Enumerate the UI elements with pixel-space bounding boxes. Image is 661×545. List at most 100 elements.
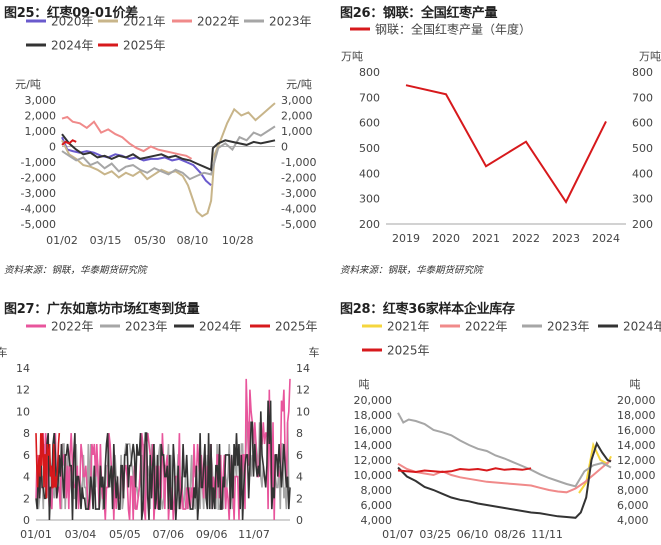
- y-tick-label-right: 4: [296, 471, 303, 484]
- y-tick-label-left: 2,000: [25, 110, 57, 123]
- legend-label: 2025年: [123, 39, 166, 53]
- x-tick-label: 01/07: [382, 528, 414, 541]
- x-tick-label: 2020: [432, 232, 460, 245]
- legend-label: 2022年: [465, 320, 508, 334]
- chart-title: 图26：钢联：全国红枣产量: [340, 6, 498, 21]
- y-axis-unit-left: 车: [0, 345, 8, 359]
- y-tick-label-left: 16,000: [354, 424, 393, 437]
- legend-label: 2022年: [51, 320, 94, 334]
- y-axis-unit-left: 吨: [359, 378, 370, 391]
- y-tick-label-left: 200: [359, 218, 380, 231]
- y-tick-label-left: -1,000: [21, 156, 56, 169]
- legend-label: 2022年: [197, 15, 240, 29]
- legend-label: 2023年: [547, 320, 590, 334]
- y-tick-label-right: 200: [632, 218, 653, 231]
- series-line: [397, 412, 612, 488]
- series-line: [61, 115, 193, 160]
- series-line: [35, 400, 291, 521]
- chart-panel-fig27: 图27：广东如意坊市场红枣到货量 2022年 2023年 2024年 2025年 14 1…: [0, 296, 330, 545]
- y-tick-label-left: 400: [359, 167, 380, 180]
- series-line: [397, 441, 612, 519]
- y-tick-label-right: 0: [296, 514, 303, 527]
- y-tick-label-right: 8: [296, 427, 303, 440]
- x-tick-label: 07/06: [152, 528, 184, 541]
- chart-title: 图28：红枣36家样本企业库存: [340, 302, 515, 317]
- y-tick-label-left: 20,000: [354, 394, 393, 407]
- x-tick-label: 03/15: [90, 234, 122, 247]
- y-tick-label-right: -3,000: [281, 187, 316, 200]
- y-tick-label-right: -2,000: [281, 172, 316, 185]
- y-tick-label-left: 10: [16, 405, 30, 418]
- x-tick-label: 2023: [552, 232, 580, 245]
- chart-panel-fig28: 图28：红枣36家样本企业库存 2021年 2022年 2023年 2024年 2025…: [336, 296, 661, 545]
- series-line: [61, 133, 276, 172]
- legend-label: 2021年: [123, 15, 166, 29]
- y-tick-label-right: 14,000: [617, 439, 656, 452]
- legend-label: 2020年: [51, 15, 94, 29]
- series-line: [61, 102, 276, 218]
- y-tick-label-right: 800: [632, 66, 653, 79]
- y-tick-label-right: 2: [296, 492, 303, 505]
- y-tick-label-left: 600: [359, 117, 380, 130]
- y-tick-label-right: 500: [632, 142, 653, 155]
- chart-title: 图25：红枣09-01价差: [4, 6, 138, 21]
- chart-fig25: 2020年 2021年 2022年 2023年 2024年 2025年 3,000 3,000…: [15, 15, 316, 248]
- y-tick-label-left: 6,000: [361, 499, 393, 512]
- x-tick-label: 10/28: [222, 234, 254, 247]
- legend-label: 2023年: [125, 320, 168, 334]
- x-tick-label: 2021: [472, 232, 500, 245]
- legend-label: 2025年: [387, 344, 430, 358]
- legend-label: 2024年: [51, 39, 94, 53]
- x-tick-label: 2022: [512, 232, 540, 245]
- y-tick-label-left: 8: [23, 427, 30, 440]
- series-line: [397, 459, 612, 494]
- y-tick-label-left: 3,000: [25, 94, 57, 107]
- x-tick-label: 03/04: [65, 528, 97, 541]
- chart-source: 资料来源：钢联，华泰期货研究院: [340, 265, 483, 276]
- chart-fig28: 2021年 2022年 2023年 2024年 2025年 20,000 20,000 18,…: [354, 320, 661, 542]
- y-tick-label-right: 1,000: [281, 125, 313, 138]
- y-tick-label-right: 0: [281, 141, 288, 154]
- legend-label: 2023年: [269, 15, 312, 29]
- y-tick-label-right: 14: [296, 362, 310, 375]
- legend-label: 2025年: [275, 320, 318, 334]
- legend-label: 2024年: [199, 320, 242, 334]
- y-tick-label-left: 14,000: [354, 439, 393, 452]
- series-line: [61, 139, 77, 146]
- y-tick-label-left: 2: [23, 492, 30, 505]
- y-tick-label-left: 4,000: [361, 514, 393, 527]
- legend-label: 钢联：全国红枣产量（年度）: [375, 22, 531, 37]
- x-tick-label: 05/05: [109, 528, 141, 541]
- y-tick-label-right: 18,000: [617, 409, 656, 422]
- y-tick-label-right: 12: [296, 384, 310, 397]
- x-tick-label: 06/10: [457, 528, 489, 541]
- x-tick-label: 03/25: [419, 528, 451, 541]
- y-tick-label-right: 700: [632, 91, 653, 104]
- y-tick-label-right: 300: [632, 193, 653, 206]
- y-tick-label-left: 8,000: [361, 484, 393, 497]
- legend-label: 2021年: [387, 320, 430, 334]
- chart-fig27: 2022年 2023年 2024年 2025年 14 14 12 12 10 10 8 8 6 6 4 4 2 2…: [0, 320, 320, 542]
- y-tick-label-left: 500: [359, 142, 380, 155]
- y-tick-label-right: 20,000: [617, 394, 656, 407]
- y-tick-label-left: -5,000: [21, 218, 56, 231]
- x-tick-label: 01/02: [46, 234, 78, 247]
- y-tick-label-left: 800: [359, 66, 380, 79]
- y-axis-unit-right: 车: [309, 345, 320, 359]
- y-tick-label-left: 0: [23, 514, 30, 527]
- y-tick-label-right: 16,000: [617, 424, 656, 437]
- y-tick-label-left: 14: [16, 362, 30, 375]
- y-tick-label-right: 4,000: [617, 514, 649, 527]
- y-tick-label-left: -4,000: [21, 203, 56, 216]
- y-tick-label-left: 0: [49, 141, 56, 154]
- y-axis-unit-left: 元/吨: [15, 78, 41, 91]
- y-tick-label-left: 12: [16, 384, 30, 397]
- y-tick-label-right: 3,000: [281, 94, 313, 107]
- y-tick-label-right: 400: [632, 167, 653, 180]
- y-tick-label-right: 8,000: [617, 484, 649, 497]
- x-tick-label: 11/07: [238, 528, 270, 541]
- y-tick-label-right: -5,000: [281, 218, 316, 231]
- series-line: [397, 467, 532, 474]
- chart-title: 图27：广东如意坊市场红枣到货量: [4, 302, 200, 317]
- y-axis-unit-left: 万吨: [341, 50, 363, 63]
